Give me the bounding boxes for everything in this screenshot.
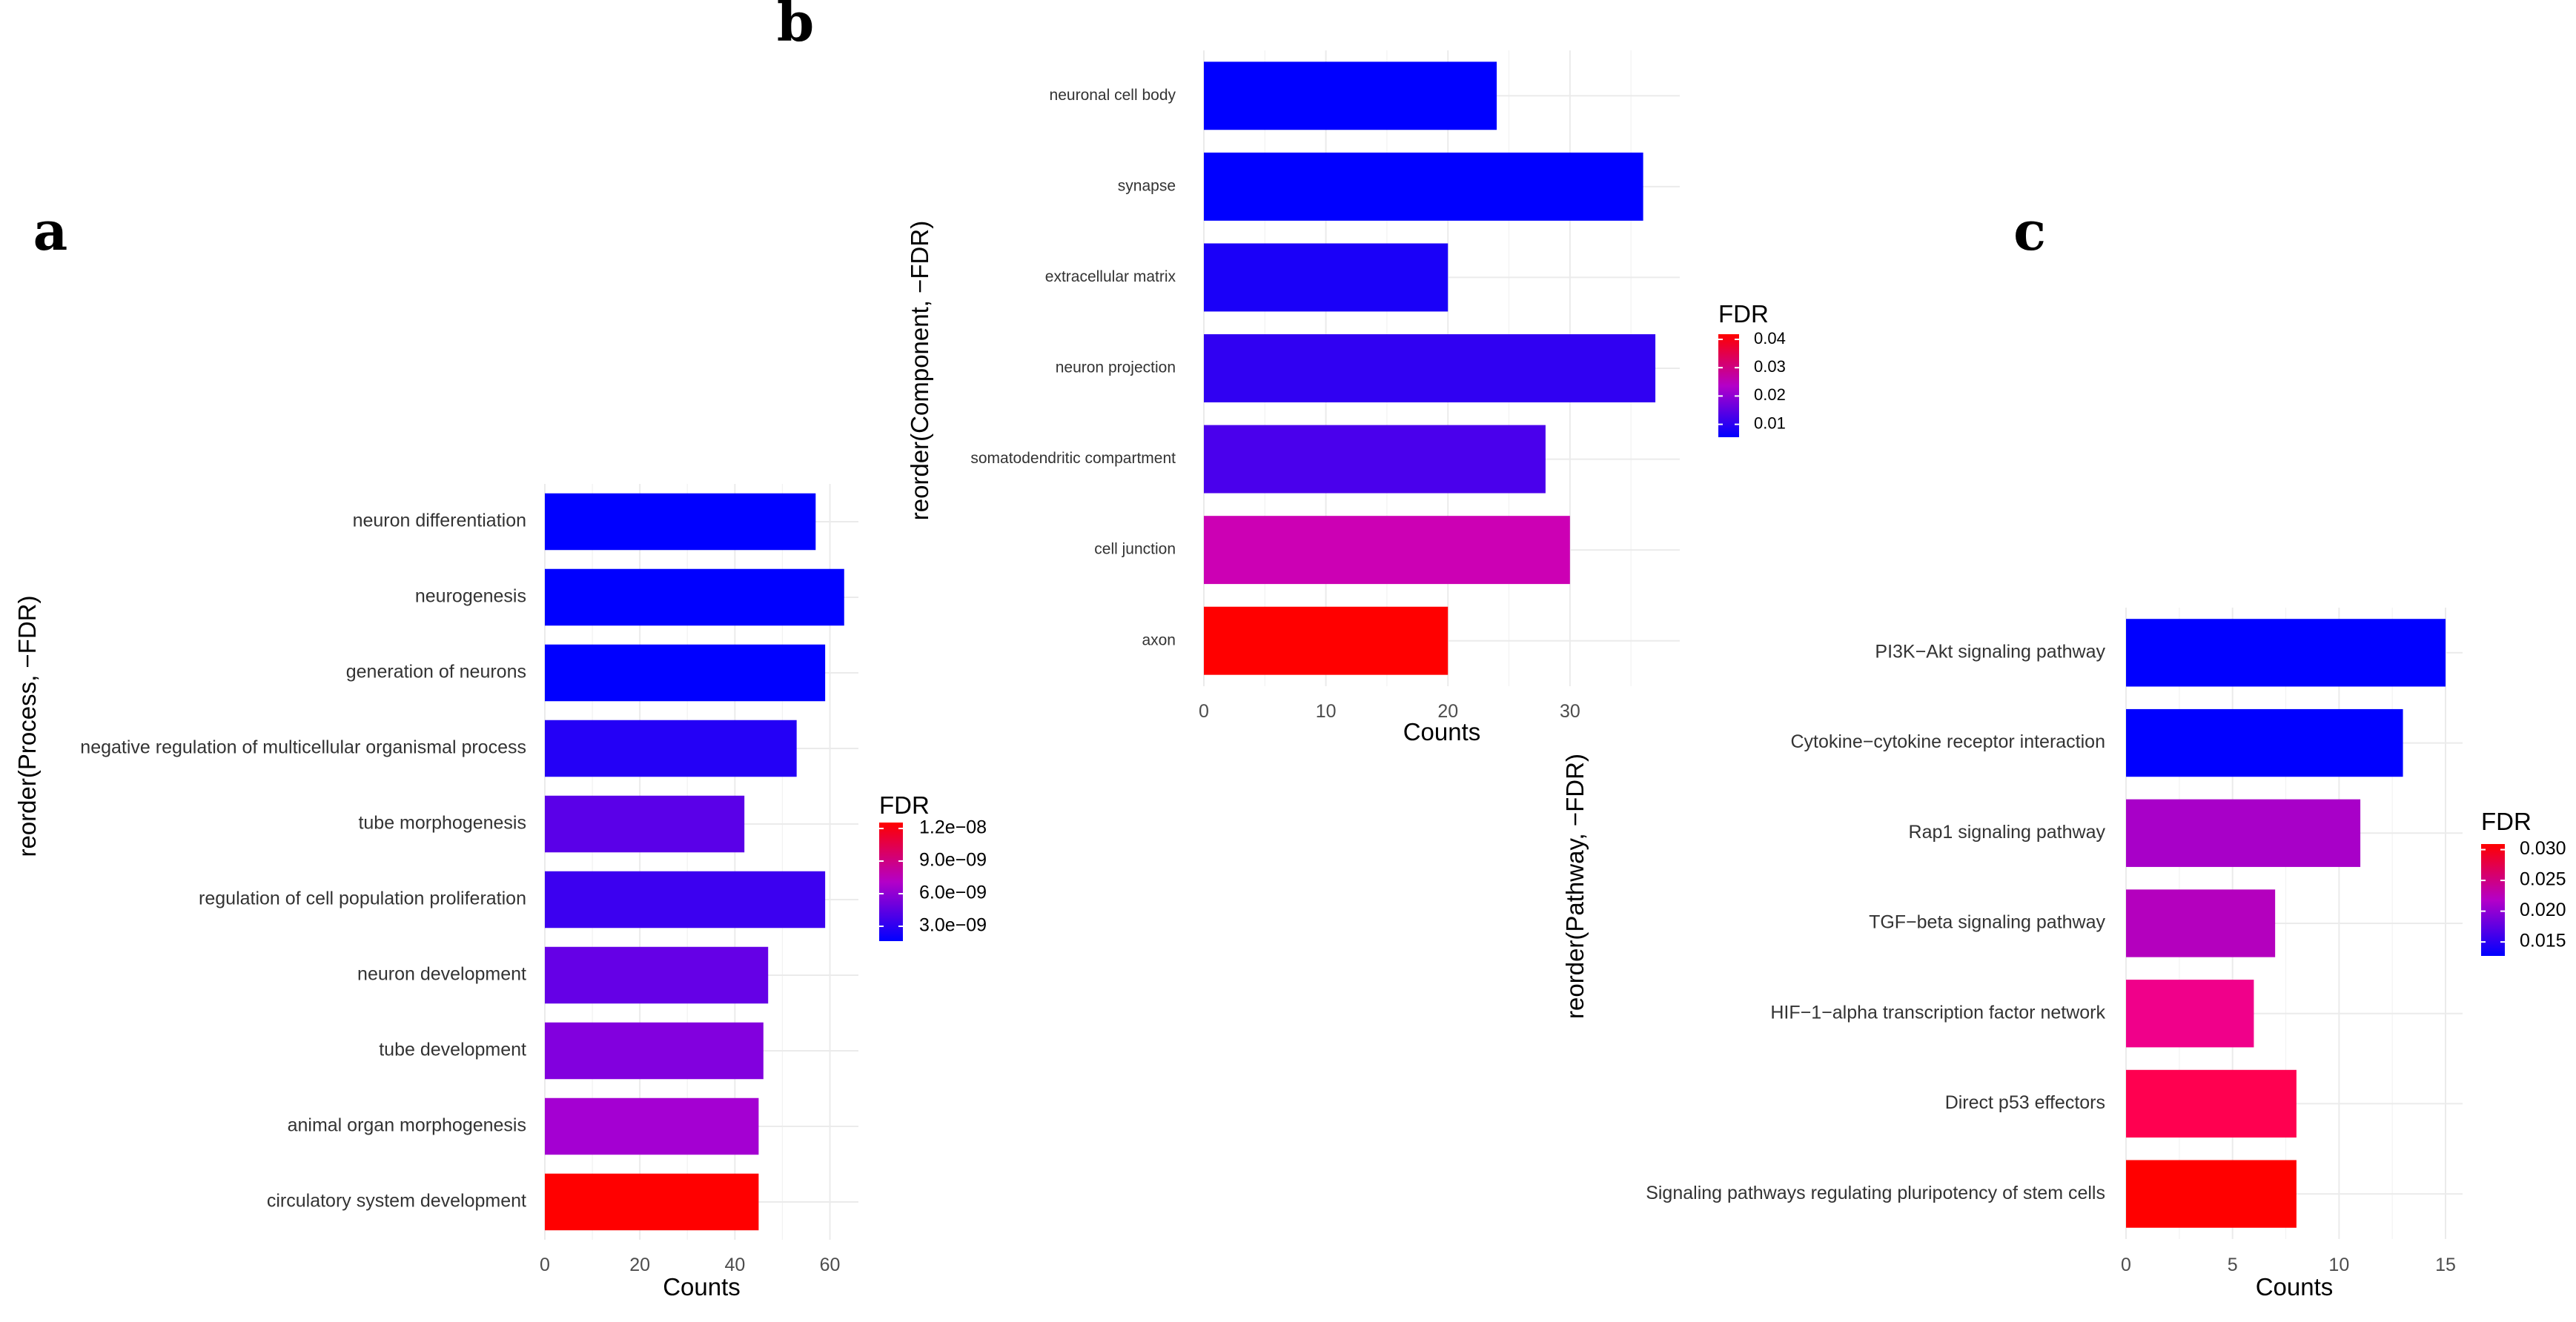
- legend-tick-label: 9.0e−09: [919, 850, 987, 871]
- category-label: axon: [1142, 631, 1176, 648]
- category-label: PI3K−Akt signaling pathway: [1875, 641, 2105, 662]
- legend-tick-label: 0.030: [2520, 838, 2566, 859]
- bar: [1204, 516, 1570, 585]
- category-label: neuron differentiation: [353, 511, 526, 531]
- bar: [1204, 243, 1448, 312]
- category-label: neurogenesis: [415, 586, 526, 607]
- legend-tick-label: 1.2e−08: [919, 817, 987, 838]
- x-tick-label: 5: [2228, 1255, 2238, 1275]
- y-axis-label: reorder(Pathway, −FDR): [1561, 754, 1589, 1019]
- legend-tick-label: 0.020: [2520, 900, 2566, 920]
- legend-tick-label: 0.03: [1754, 357, 1786, 376]
- panel-letter: a: [33, 199, 68, 262]
- category-label: Cytokine−cytokine receptor interaction: [1790, 731, 2105, 752]
- category-label: extracellular matrix: [1045, 268, 1176, 285]
- legend-tick-label: 0.01: [1754, 413, 1786, 432]
- chart-panel-a: a neuron differentiation neurogenesis gener…: [13, 199, 987, 1301]
- bar: [1204, 62, 1497, 130]
- x-tick-label: 30: [1560, 701, 1580, 722]
- legend: FDR 0.030 0.025 0.020 0.015: [2481, 808, 2566, 956]
- legend-colorbar: [879, 823, 903, 941]
- bar: [2126, 980, 2254, 1048]
- category-label: Signaling pathways regulating pluripoten…: [1646, 1183, 2105, 1203]
- panel-letter: b: [777, 0, 814, 53]
- x-tick-label: 0: [540, 1255, 550, 1275]
- x-tick-label: 0: [1199, 701, 1209, 722]
- x-tick-label: 0: [2121, 1255, 2131, 1275]
- legend-title: FDR: [2481, 808, 2532, 835]
- category-label: synapse: [1118, 177, 1176, 194]
- category-label: somatodendritic compartment: [970, 450, 1176, 467]
- x-tick-label: 10: [1316, 701, 1337, 722]
- bar: [545, 1022, 764, 1080]
- bar: [2126, 708, 2403, 777]
- category-label: neuronal cell body: [1050, 87, 1176, 104]
- bar: [2126, 1069, 2297, 1138]
- legend-colorbar: [1718, 334, 1739, 437]
- legend-tick-label: 0.04: [1754, 329, 1786, 348]
- category-label: Direct p53 effectors: [1945, 1092, 2105, 1113]
- bar: [545, 795, 745, 853]
- bar: [1204, 425, 1546, 494]
- legend-title: FDR: [1718, 300, 1769, 328]
- bar: [545, 871, 826, 929]
- chart-panel-b: b neuronal cell body synapse extracellular …: [777, 0, 1786, 745]
- legend-tick-label: 0.02: [1754, 385, 1786, 404]
- category-label: regulation of cell population proliferat…: [199, 888, 526, 909]
- x-tick-label: 60: [820, 1255, 841, 1275]
- x-axis-label: Counts: [1403, 718, 1481, 745]
- category-label: neuron projection: [1056, 359, 1176, 376]
- bar: [2126, 619, 2446, 687]
- x-tick-label: 10: [2328, 1255, 2349, 1275]
- bar: [1204, 334, 1656, 402]
- x-tick-label: 20: [629, 1255, 650, 1275]
- category-label: generation of neurons: [346, 662, 526, 682]
- bar: [545, 644, 826, 702]
- legend-tick-label: 6.0e−09: [919, 883, 987, 903]
- bar: [545, 720, 797, 777]
- x-axis-label: Counts: [663, 1273, 741, 1301]
- legend-tick-label: 0.015: [2520, 931, 2566, 951]
- bar: [545, 568, 844, 626]
- category-label: Rap1 signaling pathway: [1909, 822, 2106, 843]
- y-axis-label: reorder(Component, −FDR): [906, 221, 933, 520]
- legend-colorbar: [2481, 844, 2505, 956]
- category-label: negative regulation of multicellular org…: [80, 737, 526, 758]
- x-tick-label: 20: [1437, 701, 1458, 722]
- bar: [1204, 606, 1448, 675]
- bar: [1204, 152, 1643, 221]
- category-label: tube development: [379, 1040, 526, 1060]
- bar: [545, 946, 769, 1004]
- legend-tick-label: 3.0e−09: [919, 915, 987, 936]
- category-label: HIF−1−alpha transcription factor network: [1770, 1002, 2105, 1023]
- x-axis-label: Counts: [2256, 1273, 2334, 1301]
- category-label: neuron development: [357, 964, 526, 985]
- category-label: tube morphogenesis: [358, 813, 526, 834]
- category-label: TGF−beta signaling pathway: [1869, 912, 2105, 933]
- panel-letter: c: [2013, 199, 2046, 262]
- legend-tick-label: 0.025: [2520, 869, 2566, 890]
- bar: [2126, 799, 2361, 867]
- bar: [545, 1097, 759, 1155]
- legend-title: FDR: [879, 791, 930, 819]
- category-label: cell junction: [1094, 541, 1176, 558]
- category-label: circulatory system development: [267, 1191, 526, 1212]
- bar: [2126, 1160, 2297, 1228]
- x-tick-label: 15: [2435, 1255, 2456, 1275]
- chart-panel-c: c PI3K−Akt signaling pathway Cytokine−cyto…: [1561, 199, 2566, 1301]
- x-tick-label: 40: [724, 1255, 745, 1275]
- bar: [545, 1173, 759, 1231]
- y-axis-label: reorder(Process, −FDR): [13, 596, 41, 857]
- category-label: animal organ morphogenesis: [288, 1115, 526, 1136]
- bar: [2126, 889, 2276, 957]
- bar: [545, 493, 816, 551]
